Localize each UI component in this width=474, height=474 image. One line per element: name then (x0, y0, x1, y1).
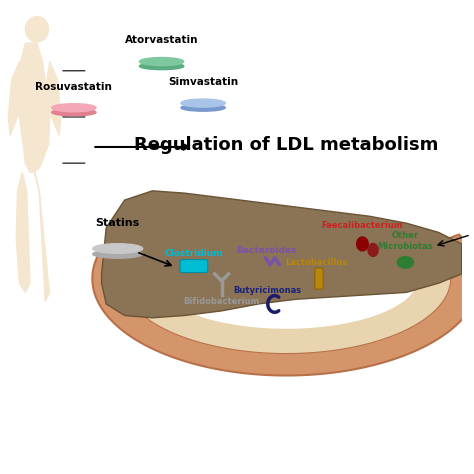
Text: Other
Microbiotas: Other Microbiotas (378, 231, 433, 251)
Ellipse shape (26, 17, 48, 42)
Text: Butyricimonas: Butyricimonas (233, 286, 301, 295)
Ellipse shape (52, 104, 96, 112)
Text: Bacteroides: Bacteroides (237, 246, 297, 255)
Ellipse shape (368, 244, 378, 256)
Polygon shape (101, 191, 462, 318)
Ellipse shape (93, 250, 143, 258)
Ellipse shape (139, 57, 184, 65)
Polygon shape (92, 235, 474, 375)
Text: Lactobacillus: Lactobacillus (285, 258, 347, 267)
Text: Rosuvastatin: Rosuvastatin (36, 82, 112, 91)
Polygon shape (35, 173, 50, 301)
Text: Clostridium: Clostridium (164, 249, 223, 258)
Polygon shape (45, 62, 61, 136)
Ellipse shape (181, 99, 225, 107)
Text: Atorvastatin: Atorvastatin (125, 36, 198, 46)
Polygon shape (16, 173, 30, 292)
FancyBboxPatch shape (315, 268, 323, 289)
Text: Simvastatin: Simvastatin (168, 77, 238, 87)
Polygon shape (122, 239, 450, 353)
Ellipse shape (139, 63, 184, 70)
Ellipse shape (181, 104, 225, 111)
Ellipse shape (93, 244, 143, 254)
FancyBboxPatch shape (180, 260, 208, 273)
Ellipse shape (397, 256, 413, 268)
Polygon shape (18, 43, 50, 173)
Text: Bifidobacterium: Bifidobacterium (183, 297, 260, 306)
Polygon shape (9, 62, 24, 136)
Ellipse shape (52, 109, 96, 116)
Ellipse shape (356, 237, 368, 251)
Text: Regulation of LDL metabolism: Regulation of LDL metabolism (134, 136, 438, 154)
Text: Faecalibacterium: Faecalibacterium (322, 221, 403, 230)
Text: Statins: Statins (96, 218, 140, 228)
